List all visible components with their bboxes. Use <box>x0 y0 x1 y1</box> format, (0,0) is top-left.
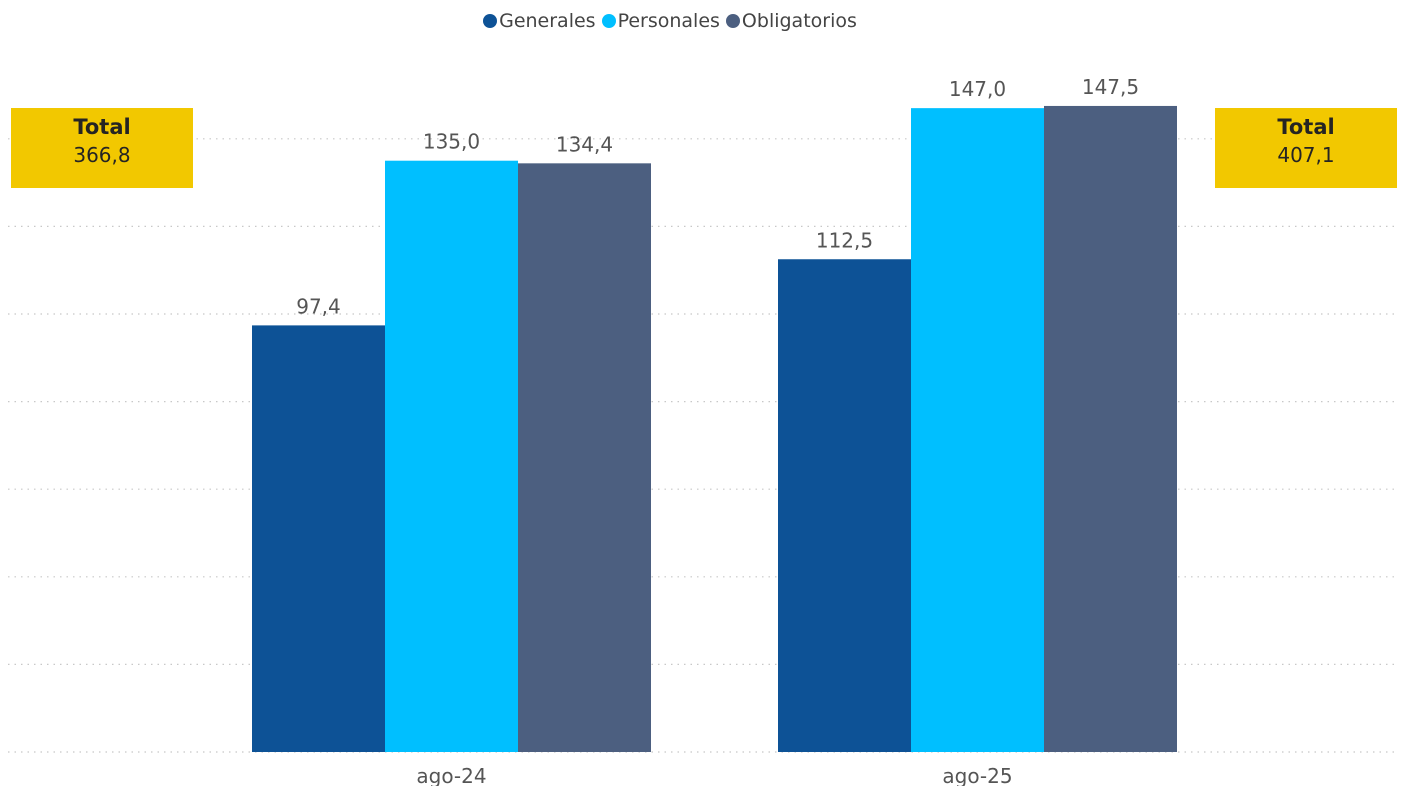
bar-personales-ago-24 <box>385 160 518 752</box>
bar-generales-ago-25 <box>778 259 911 752</box>
total-value: 407,1 <box>1277 143 1335 167</box>
total-value: 366,8 <box>73 143 131 167</box>
total-label: Total <box>1277 115 1335 139</box>
legend-item-personales[interactable]: Personales <box>601 10 720 32</box>
data-label: 97,4 <box>296 294 341 318</box>
bar-obligatorios-ago-24 <box>518 163 651 752</box>
bar-personales-ago-25 <box>911 108 1044 752</box>
total-label: Total <box>73 115 131 139</box>
legend-marker-icon <box>483 14 498 28</box>
chart-legend: Generales Personales Obligatorios <box>0 10 1340 32</box>
legend-item-obligatorios[interactable]: Obligatorios <box>725 10 857 32</box>
legend-label: Personales <box>617 10 720 32</box>
legend-item-generales[interactable]: Generales <box>483 10 596 32</box>
legend-marker-icon <box>725 14 740 28</box>
legend-label: Generales <box>499 10 596 32</box>
data-label: 135,0 <box>423 130 480 154</box>
total-card-ago-24: Total 366,8 <box>11 108 193 188</box>
legend-marker-icon <box>601 14 616 28</box>
x-tick-label: ago-24 <box>416 764 486 786</box>
legend-label: Obligatorios <box>741 10 857 32</box>
total-card-ago-25: Total 407,1 <box>1215 108 1397 188</box>
data-label: 147,0 <box>949 77 1006 101</box>
data-label: 147,5 <box>1082 75 1139 99</box>
bar-generales-ago-24 <box>252 325 385 752</box>
data-label: 134,4 <box>556 132 613 156</box>
data-label: 112,5 <box>816 228 873 252</box>
bar-obligatorios-ago-25 <box>1044 105 1177 752</box>
x-tick-label: ago-25 <box>942 764 1012 786</box>
